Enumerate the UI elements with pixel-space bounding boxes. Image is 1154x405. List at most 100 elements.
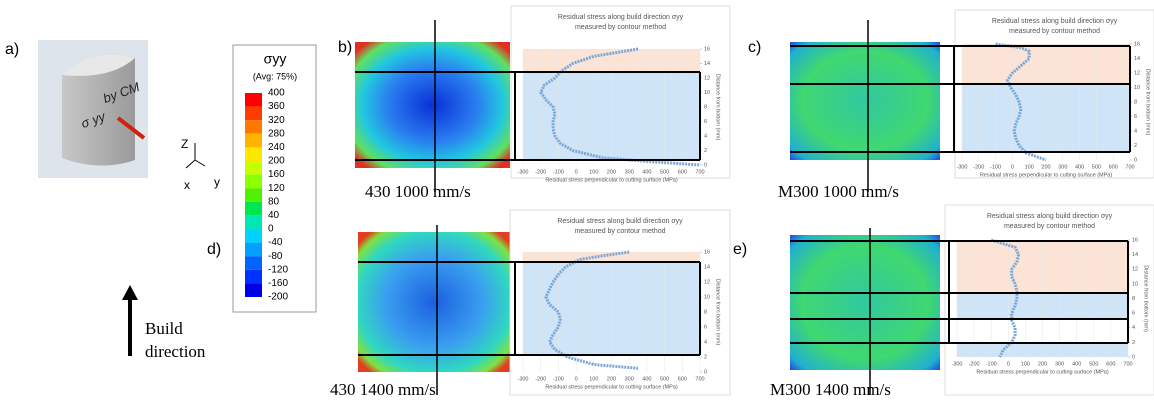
cut-arrow [116,116,146,140]
y-tick-label: 14 [704,61,710,67]
x-tick-label: 500 [1092,164,1101,170]
x-tick-label: 100 [589,376,598,382]
colorbar-tick-label: -200 [268,292,288,303]
y-tick-label: 0 [1132,354,1135,360]
y-tick-label: 8 [704,104,707,110]
chart-subtitle: measured by contour method [575,24,666,31]
y-tick-label: 8 [1134,99,1137,105]
colorbar-cell [245,147,262,161]
colorbar-tick-label: 400 [268,88,285,99]
stress-curve [544,250,639,370]
chart-subtitle: measured by contour method [1009,28,1100,35]
x-tick-label: 600 [1106,361,1115,367]
x-tick-label: 500 [1089,361,1098,367]
colorbar-tick-label: 200 [268,156,285,167]
colorbar-cell [245,269,262,284]
colorbar-cell [245,174,262,189]
x-tick-label: 700 [695,169,704,175]
sample-cylinder [62,54,135,166]
x-tick-label: 400 [1072,361,1081,367]
y-tick-label: 14 [704,264,710,270]
x-tick-label: -200 [535,376,546,382]
y-tick-label: 4 [704,133,707,139]
colorbar-cell [245,283,262,297]
x-tick-label: 100 [1025,164,1034,170]
colorbar-cell [245,106,262,121]
x-axis-label: Residual stress perpendicular to cutting… [545,384,678,390]
x-tick-label: 400 [642,376,651,382]
caption: M300 1400 mm/s [770,380,891,399]
colorbar-tick-label: 40 [268,210,280,221]
build-label: Build [145,319,183,338]
x-tick-label: 600 [678,169,687,175]
chart-subtitle: measured by contour method [1004,223,1095,230]
x-tick-label: 600 [678,376,687,382]
colorbar-title: σyy [264,51,287,67]
axis-y [194,159,206,167]
colorbar-tick-label: -160 [268,278,288,289]
x-tick-label: 300 [625,169,634,175]
y-axis-label: Distance from bottom (mm) [1145,69,1151,136]
y-tick-label: 10 [704,90,710,96]
colorbar-tick-label: 320 [268,115,285,126]
x-tick-label: 0 [575,376,578,382]
contour-map [358,232,510,372]
y-tick-label: 4 [1134,128,1137,134]
colorbar-tick-label: 80 [268,196,280,207]
colorbar-cell [245,161,262,175]
caption: 430 1000 mm/s [365,182,471,201]
x-tick-label: 700 [1125,164,1134,170]
y-tick-label: 10 [704,294,710,300]
y-tick-label: 0 [1134,157,1137,163]
colorbar-tick-label: -120 [268,264,288,275]
x-tick-label: 400 [1075,164,1084,170]
y-tick-label: 6 [1132,311,1135,317]
panel-label: c) [748,39,761,56]
panel-label: e) [733,241,747,258]
x-tick-label: -100 [553,169,564,175]
x-tick-label: 400 [642,169,651,175]
colorbar-cell [245,133,262,148]
x-tick-label: 200 [1041,164,1050,170]
x-tick-label: 700 [1123,361,1132,367]
y-tick-label: 12 [1132,267,1138,273]
x-tick-label: -300 [951,361,962,367]
axis-label: y [214,175,220,189]
colorbar-cell [245,215,262,229]
y-tick-label: 12 [704,279,710,285]
contour-map [790,42,940,160]
x-tick-label: 100 [589,169,598,175]
colorbar-tick-label: 360 [268,101,285,112]
panel-label: d) [207,241,221,258]
y-tick-label: 8 [1132,296,1135,302]
colorbar-cell [245,120,262,134]
colorbar-tick-label: 160 [268,169,285,180]
y-tick-label: 10 [1134,85,1140,91]
x-tick-label: 600 [1109,164,1118,170]
x-tick-label: -300 [517,169,528,175]
x-tick-label: 500 [660,376,669,382]
x-tick-label: 200 [1038,361,1047,367]
colorbar-subtitle: (Avg: 75%) [253,71,297,81]
panel-label: a) [5,41,19,58]
x-tick-label: -300 [517,376,528,382]
y-tick-label: 12 [1134,70,1140,76]
colorbar-tick-label: 240 [268,142,285,153]
x-tick-label: 0 [1007,361,1010,367]
x-tick-label: 0 [575,169,578,175]
y-tick-label: 4 [704,339,707,345]
y-tick-label: 6 [704,119,707,125]
colorbar-cell [245,93,262,107]
y-tick-label: 2 [704,148,707,154]
x-tick-label: -300 [956,164,967,170]
x-tick-label: -200 [973,164,984,170]
x-tick-label: 200 [607,376,616,382]
y-axis-label: Distance from bottom (mm) [715,279,721,346]
colorbar-tick-label: 280 [268,128,285,139]
colorbar-tick-label: 120 [268,183,285,194]
x-tick-label: 100 [1021,361,1030,367]
x-tick-label: 500 [660,169,669,175]
y-tick-label: 2 [1132,340,1135,346]
contour-map [355,42,510,168]
y-axis-label: Distance from bottom (mm) [715,74,721,141]
